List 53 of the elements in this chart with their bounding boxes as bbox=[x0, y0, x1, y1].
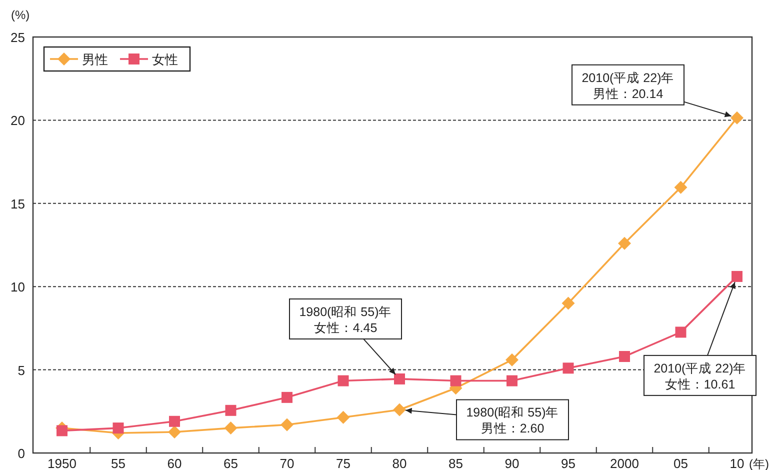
legend-label: 女性 bbox=[152, 52, 178, 67]
point bbox=[394, 373, 405, 384]
x-tick-label: 2000 bbox=[610, 456, 639, 470]
point bbox=[336, 410, 350, 424]
annotation: 2010(平成 22)年女性：10.61 bbox=[654, 361, 746, 392]
point bbox=[562, 296, 575, 310]
x-tick-label: 75 bbox=[336, 456, 350, 470]
point bbox=[393, 403, 406, 416]
x-tick-label: 55 bbox=[111, 456, 126, 470]
y-axis-title: (%) bbox=[11, 8, 30, 22]
annotation: 1980(昭和 55)年男性：2.60 bbox=[404, 399, 569, 440]
annotation: 1980(昭和 55)年男性：2.60 bbox=[466, 406, 559, 436]
y-tick-label: 20 bbox=[10, 113, 25, 128]
y-tick-label: 5 bbox=[18, 362, 25, 378]
annotation: 1980(昭和 55)年女性：4.45 bbox=[299, 304, 392, 335]
annotation: 2010(平成 22)年男性：20.14 bbox=[572, 64, 732, 118]
point bbox=[506, 375, 518, 386]
y-tick-label: 0 bbox=[18, 446, 25, 461]
point bbox=[618, 236, 631, 250]
x-tick-label: 10 bbox=[730, 456, 744, 470]
x-tick-label: 60 bbox=[167, 456, 182, 470]
point bbox=[169, 416, 180, 427]
point bbox=[225, 404, 236, 416]
point bbox=[280, 418, 294, 432]
y-tick-label: 15 bbox=[10, 196, 25, 212]
annotation: 2010(平成 22)年女性：10.61 bbox=[644, 282, 756, 396]
x-tick-label: 70 bbox=[280, 456, 294, 470]
x-tick-label: 80 bbox=[392, 456, 407, 470]
point bbox=[506, 353, 518, 366]
point bbox=[730, 111, 744, 124]
x-tick-label: 05 bbox=[674, 456, 688, 470]
point bbox=[619, 350, 630, 362]
point bbox=[168, 426, 181, 439]
point bbox=[675, 326, 686, 338]
point bbox=[224, 422, 238, 435]
point bbox=[732, 270, 742, 282]
annotation: 1980(昭和 55)年女性：4.45 bbox=[289, 298, 402, 375]
point bbox=[562, 362, 574, 374]
x-tick-label: 65 bbox=[224, 456, 238, 470]
point bbox=[56, 425, 68, 436]
x-tick-label: 1950 bbox=[48, 456, 76, 470]
annotation: 2010(平成 22)年男性：20.14 bbox=[582, 70, 674, 101]
legend-label: 男性 bbox=[82, 52, 108, 67]
point bbox=[338, 375, 349, 386]
x-tick-label: 95 bbox=[561, 456, 576, 470]
point bbox=[674, 180, 688, 194]
y-tick-label: 10 bbox=[10, 280, 25, 295]
x-tick-label: 90 bbox=[504, 456, 520, 470]
point bbox=[282, 392, 292, 403]
point bbox=[450, 375, 462, 386]
x-tick-label: 85 bbox=[448, 456, 463, 470]
point bbox=[112, 422, 124, 434]
y-tick-label: 25 bbox=[10, 30, 25, 45]
